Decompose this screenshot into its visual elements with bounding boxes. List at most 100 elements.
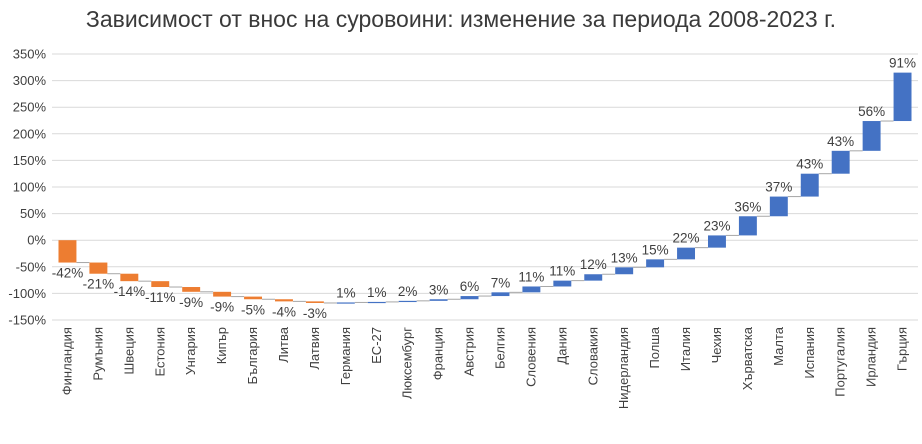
x-tick-label: Нидерландия <box>616 327 631 409</box>
data-label: -9% <box>179 295 203 310</box>
bar <box>522 286 541 293</box>
x-tick-label: ЕС-27 <box>369 327 384 364</box>
data-label: -5% <box>241 302 265 317</box>
data-label: 37% <box>765 180 792 195</box>
x-tick-label: Люксембург <box>400 327 415 399</box>
bar <box>893 72 912 122</box>
bar <box>831 150 850 174</box>
y-tick-label: 350% <box>13 47 47 62</box>
x-tick-label: Словакия <box>585 327 600 385</box>
data-label: -9% <box>210 300 234 315</box>
x-tick-label: Франция <box>431 327 446 380</box>
data-label: 1% <box>336 285 356 300</box>
data-label: -4% <box>272 304 296 319</box>
data-label: -11% <box>145 290 176 305</box>
bar <box>862 121 881 151</box>
data-label: 7% <box>491 275 511 290</box>
data-label: -3% <box>303 306 327 321</box>
x-tick-label: Литва <box>276 326 291 363</box>
x-tick-label: Словения <box>523 327 538 387</box>
x-tick-label: Австрия <box>462 327 477 376</box>
data-label: 11% <box>518 269 544 284</box>
x-tick-label: Дания <box>554 327 569 365</box>
x-tick-label: Швеция <box>121 327 136 375</box>
x-tick-label: Финландия <box>59 327 74 395</box>
bar <box>646 259 665 268</box>
bars <box>58 72 912 304</box>
bar <box>707 235 726 248</box>
data-label: -14% <box>114 284 146 299</box>
data-label: 6% <box>460 279 480 294</box>
x-tick-label: Чехия <box>709 327 724 363</box>
bar <box>244 296 263 300</box>
bar <box>213 291 232 297</box>
y-tick-label: -150% <box>8 313 46 328</box>
x-tick-label: Унгария <box>183 327 198 375</box>
data-label: 43% <box>827 134 854 149</box>
x-tick-label: Румъния <box>90 327 105 381</box>
bar <box>738 216 757 236</box>
bar <box>615 267 634 275</box>
y-tick-label: 300% <box>13 73 47 88</box>
data-label: 36% <box>734 199 761 214</box>
x-tick-label: Гърция <box>895 327 910 371</box>
connector-lines <box>76 120 894 304</box>
bar <box>800 173 819 197</box>
data-label: 12% <box>580 257 607 272</box>
bar <box>491 292 510 297</box>
bar <box>553 280 572 287</box>
x-tick-label: Малта <box>771 326 786 366</box>
y-tick-label: 0% <box>27 233 46 248</box>
data-label: 23% <box>703 218 730 233</box>
bar <box>151 281 170 288</box>
bar <box>398 300 417 303</box>
bar <box>89 262 108 274</box>
data-label: 13% <box>611 250 638 265</box>
data-labels: -42%-21% -14% -11% -9% -9% -5% -4% -3%1% 1% 2% 3% 6… <box>52 56 916 321</box>
y-tick-label: 250% <box>13 100 47 115</box>
data-label: 2% <box>398 284 418 299</box>
bar <box>367 301 386 304</box>
x-tick-label: Белгия <box>492 327 507 369</box>
chart-title: Зависимост от внос на суровоини: изменен… <box>85 6 837 32</box>
bar <box>58 240 77 263</box>
x-tick-label: Испания <box>802 327 817 379</box>
bar <box>460 296 479 300</box>
bar <box>429 299 448 301</box>
x-tick-label: Германия <box>338 327 353 385</box>
data-label: 11% <box>549 264 575 279</box>
bar <box>305 301 324 303</box>
data-label: 3% <box>429 282 449 297</box>
data-label: 43% <box>796 157 823 172</box>
bar <box>274 299 293 302</box>
bar <box>584 274 603 281</box>
bar <box>677 247 696 260</box>
data-label: 22% <box>673 231 700 246</box>
x-tick-label: Латвия <box>307 327 322 370</box>
data-label: 91% <box>889 56 916 71</box>
data-label: 56% <box>858 104 885 119</box>
x-tick-label: Ирландия <box>864 327 879 387</box>
x-tick-label: България <box>245 327 260 384</box>
data-label: 15% <box>642 242 669 257</box>
bar <box>120 273 139 282</box>
data-label: 1% <box>367 285 387 300</box>
y-tick-label: 150% <box>13 153 47 168</box>
bar <box>769 196 788 217</box>
x-tick-label: Хърватска <box>740 326 755 390</box>
y-axis: 350% 300% 250% 200% 150% 100% 50% 0% -50% -100% -1… <box>8 47 46 328</box>
gridlines <box>52 53 918 321</box>
x-tick-label: Полша <box>647 326 662 368</box>
data-label: -42% <box>52 266 84 281</box>
y-tick-label: 100% <box>13 180 47 195</box>
y-tick-label: 50% <box>20 206 46 221</box>
data-label: -21% <box>83 277 115 292</box>
x-tick-label: Кипър <box>214 327 229 364</box>
x-tick-label: Италия <box>678 327 693 371</box>
x-tick-label: Португалия <box>833 327 848 397</box>
bar <box>182 287 201 292</box>
y-tick-label: 200% <box>13 126 47 141</box>
bar <box>336 302 355 304</box>
x-tick-label: Естония <box>152 327 167 377</box>
y-tick-label: -100% <box>8 286 46 301</box>
